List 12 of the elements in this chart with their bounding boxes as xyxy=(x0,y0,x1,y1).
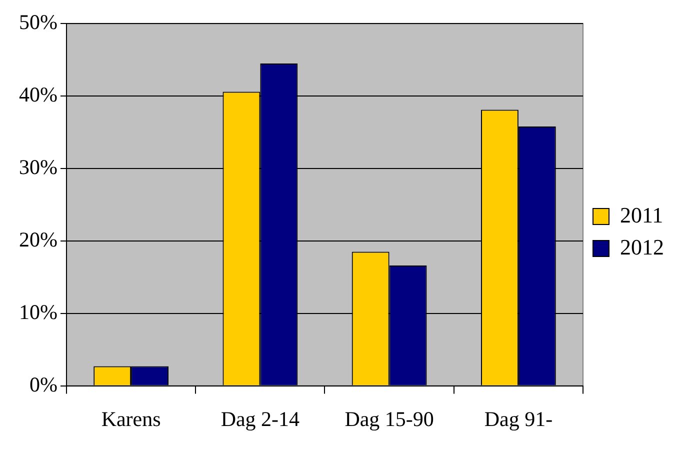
y-tick-label: 20% xyxy=(18,227,58,252)
y-tick-label: 0% xyxy=(29,372,58,396)
y-tick-label: 50% xyxy=(18,10,58,34)
x-tick-label: Dag 2-14 xyxy=(220,406,300,431)
legend-label: 2011 xyxy=(620,202,664,228)
legend-label: 2012 xyxy=(620,234,664,260)
x-tick-label: Karens xyxy=(101,406,161,431)
x-tick-label: Dag 15-90 xyxy=(344,406,434,431)
y-tick-label: 40% xyxy=(18,82,58,107)
y-tick-label: 10% xyxy=(18,300,58,324)
y-tick-label: 30% xyxy=(18,154,58,179)
x-tick-label: Dag 91- xyxy=(484,406,553,431)
